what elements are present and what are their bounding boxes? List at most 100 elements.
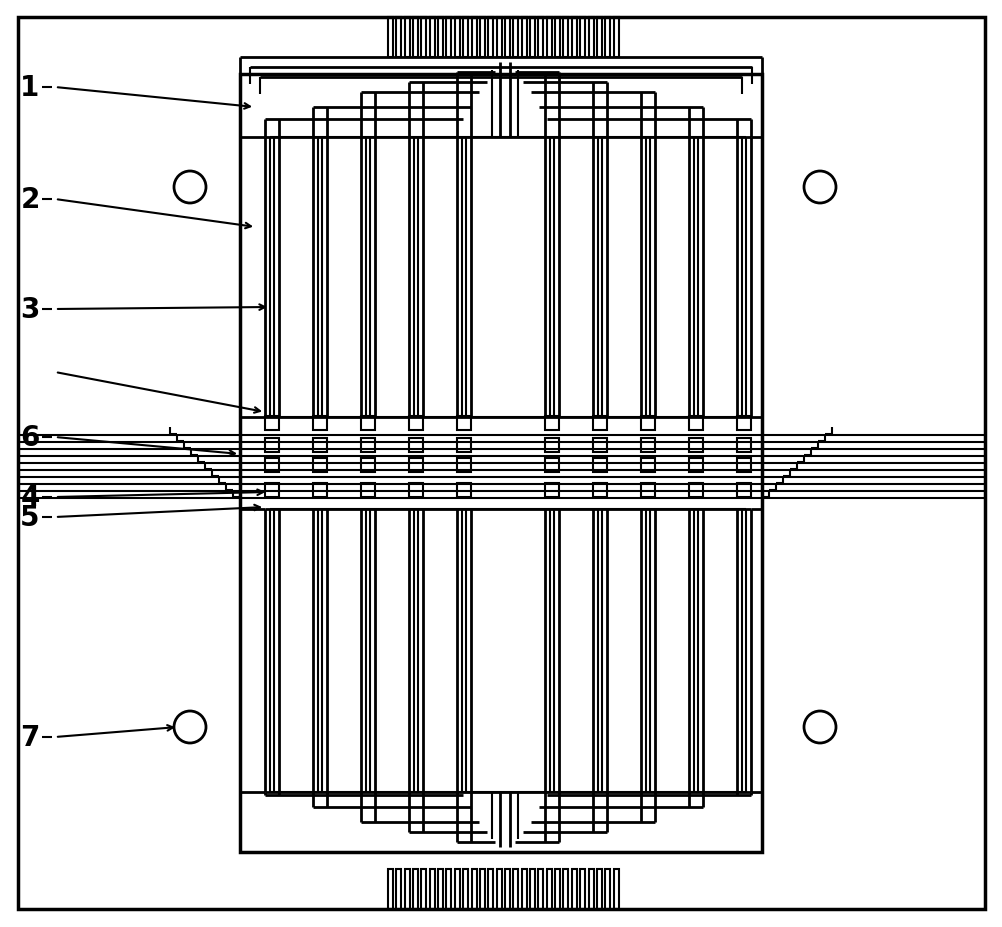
Bar <box>688 459 702 473</box>
Bar <box>554 870 559 909</box>
Bar <box>471 18 476 57</box>
Bar <box>457 484 471 498</box>
Bar <box>592 484 606 498</box>
Bar <box>488 870 493 909</box>
Bar <box>313 438 327 452</box>
Bar <box>388 18 393 57</box>
Bar <box>736 438 750 452</box>
Bar <box>613 18 618 57</box>
Bar <box>430 18 434 57</box>
Bar <box>546 870 551 909</box>
Bar <box>529 870 534 909</box>
Bar <box>471 870 476 909</box>
Bar <box>454 870 459 909</box>
Bar <box>736 459 750 473</box>
Text: 2: 2 <box>20 185 40 214</box>
Bar <box>479 870 484 909</box>
Bar <box>640 459 654 473</box>
Bar <box>640 438 654 452</box>
Text: 5: 5 <box>20 503 40 531</box>
Bar <box>463 18 468 57</box>
Bar <box>688 416 702 430</box>
Bar <box>544 459 558 473</box>
Bar <box>446 18 451 57</box>
Bar <box>546 18 551 57</box>
Bar <box>504 870 509 909</box>
Bar <box>571 870 576 909</box>
Bar <box>409 438 423 452</box>
Bar <box>596 870 601 909</box>
Text: 7: 7 <box>20 723 40 751</box>
Text: 4: 4 <box>20 484 40 512</box>
Bar <box>736 416 750 430</box>
Bar <box>457 438 471 452</box>
Bar <box>421 18 426 57</box>
Bar <box>361 438 375 452</box>
Bar <box>538 870 543 909</box>
Text: 1: 1 <box>20 74 40 102</box>
Bar <box>596 18 601 57</box>
Bar <box>421 870 426 909</box>
Bar <box>457 416 471 430</box>
Bar <box>409 459 423 473</box>
Bar <box>592 416 606 430</box>
Bar <box>409 484 423 498</box>
Bar <box>613 870 618 909</box>
Bar <box>446 870 451 909</box>
Bar <box>488 18 493 57</box>
Bar <box>496 18 501 57</box>
Bar <box>405 870 409 909</box>
Bar <box>463 870 468 909</box>
Bar <box>479 18 484 57</box>
Bar <box>588 18 593 57</box>
Bar <box>688 438 702 452</box>
Bar <box>538 18 543 57</box>
Bar <box>405 18 409 57</box>
Bar <box>529 18 534 57</box>
Bar <box>457 459 471 473</box>
Bar <box>736 484 750 498</box>
Bar <box>265 416 279 430</box>
Bar <box>409 416 423 430</box>
Bar <box>438 18 443 57</box>
Bar <box>361 484 375 498</box>
Bar <box>563 18 568 57</box>
Bar <box>579 18 584 57</box>
Bar <box>544 484 558 498</box>
Bar <box>604 18 609 57</box>
Text: 3: 3 <box>20 296 40 324</box>
Bar <box>361 416 375 430</box>
Bar <box>496 870 501 909</box>
Bar <box>388 870 393 909</box>
Bar <box>521 870 526 909</box>
Bar <box>588 870 593 909</box>
Bar <box>239 75 762 852</box>
Bar <box>579 870 584 909</box>
Bar <box>313 416 327 430</box>
Bar <box>521 18 526 57</box>
Bar <box>430 870 434 909</box>
Bar <box>504 18 509 57</box>
Bar <box>265 484 279 498</box>
Bar <box>544 438 558 452</box>
Bar <box>265 459 279 473</box>
Bar <box>571 18 576 57</box>
Bar <box>396 18 401 57</box>
Bar <box>454 18 459 57</box>
Bar <box>513 870 518 909</box>
Bar <box>313 484 327 498</box>
Bar <box>640 416 654 430</box>
Bar <box>604 870 609 909</box>
Bar <box>563 870 568 909</box>
Bar <box>265 438 279 452</box>
Bar <box>413 870 418 909</box>
Text: 6: 6 <box>20 424 40 451</box>
Bar <box>592 438 606 452</box>
Bar <box>396 870 401 909</box>
Bar <box>554 18 559 57</box>
Bar <box>413 18 418 57</box>
Bar <box>361 459 375 473</box>
Bar <box>438 870 443 909</box>
Bar <box>544 416 558 430</box>
Bar <box>592 459 606 473</box>
